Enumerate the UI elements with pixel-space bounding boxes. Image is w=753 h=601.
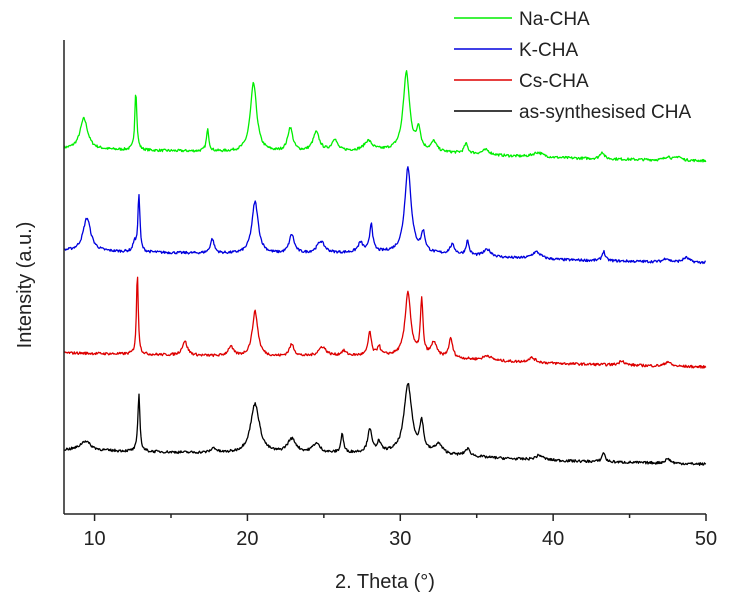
legend-label-2: Cs-CHA — [519, 71, 589, 92]
series-line-1 — [63, 166, 706, 265]
legend-label-1: K-CHA — [519, 40, 578, 61]
axes: 10 20 30 40 50 — [63, 40, 717, 550]
legend-label-0: Na-CHA — [519, 9, 590, 30]
x-tick-label-10: 10 — [83, 528, 105, 550]
x-tick-label-30: 30 — [389, 528, 411, 550]
plot-series — [63, 70, 707, 466]
x-axis-label: 2. Theta (°) — [335, 571, 435, 593]
x-tick-label-40: 40 — [542, 528, 564, 550]
series-line-0 — [63, 70, 707, 163]
legend-label-3: as-synthesised CHA — [519, 102, 691, 123]
series-line-3 — [63, 382, 707, 466]
y-axis-label: Intensity (a.u.) — [14, 222, 36, 349]
legend: Na-CHA K-CHA Cs-CHA as-synthesised CHA — [454, 9, 691, 123]
series-line-2 — [63, 276, 707, 369]
x-tick-label-50: 50 — [695, 528, 717, 550]
x-tick-label-20: 20 — [236, 528, 258, 550]
